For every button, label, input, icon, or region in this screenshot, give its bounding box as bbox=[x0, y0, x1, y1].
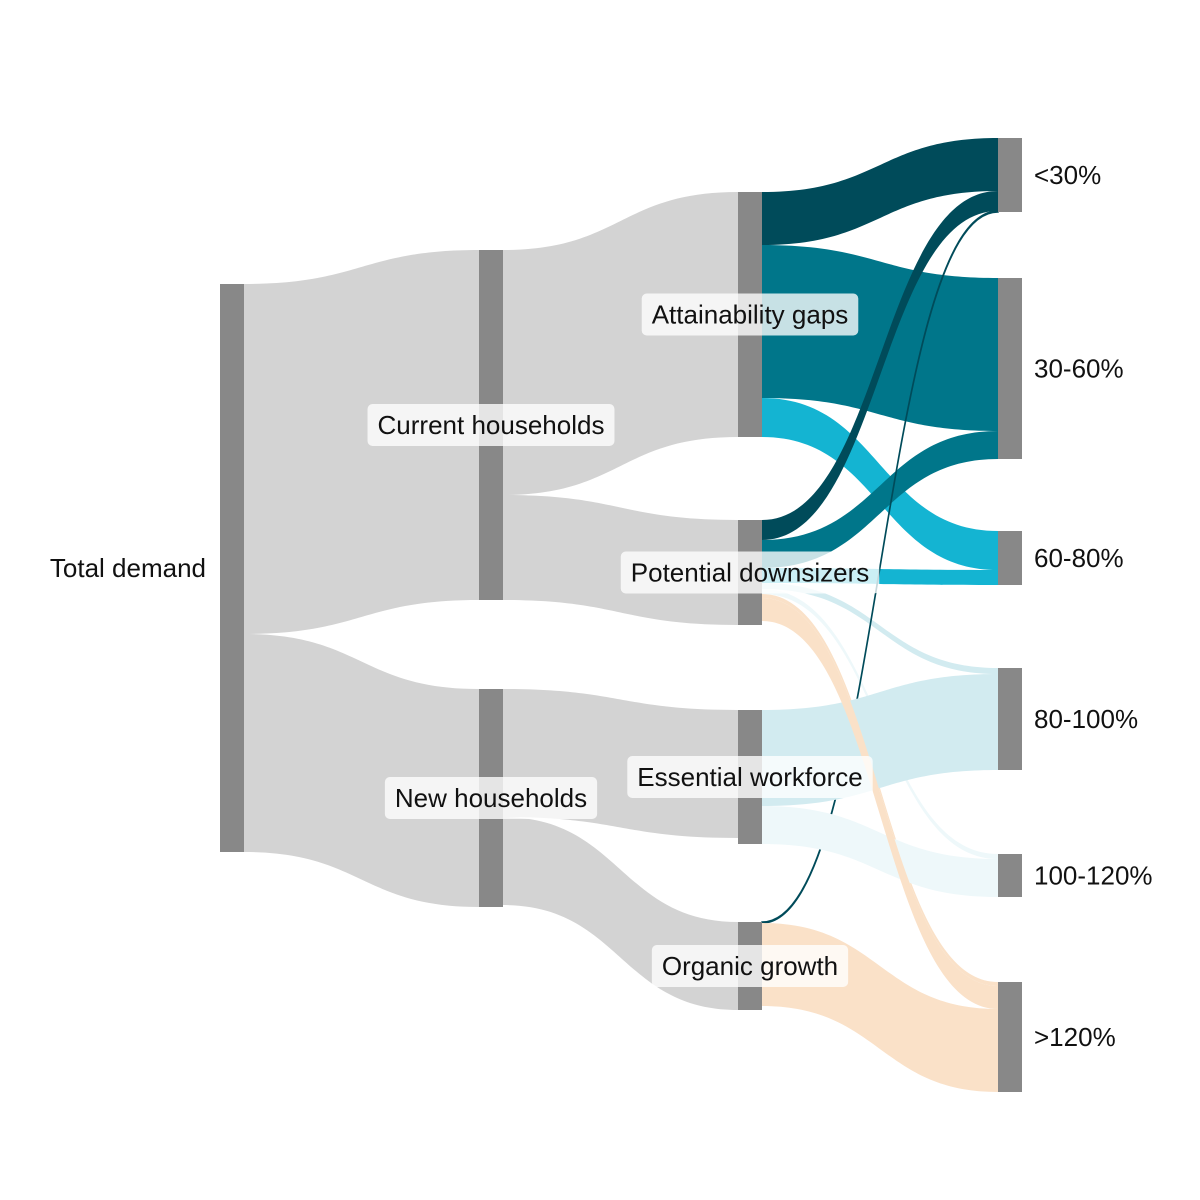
sankey-links bbox=[244, 138, 999, 1092]
node-label-current: Current households bbox=[378, 410, 605, 440]
label-group-total: Total demand bbox=[50, 553, 206, 583]
node-label-b100120: 100-120% bbox=[1034, 861, 1153, 891]
label-group-b6080: 60-80% bbox=[1034, 543, 1124, 573]
label-group-attain: Attainability gaps bbox=[641, 293, 859, 336]
node-label-total: Total demand bbox=[50, 553, 206, 583]
link-down-to-b3060 bbox=[762, 431, 998, 568]
link-down-to-gt120 bbox=[762, 594, 998, 986]
link-down-to-gt120 bbox=[762, 598, 998, 1009]
link-total-to-current bbox=[244, 250, 479, 634]
node-lt30 bbox=[998, 138, 1022, 212]
node-label-b6080: 60-80% bbox=[1034, 543, 1124, 573]
node-label-essential: Essential workforce bbox=[637, 762, 862, 792]
label-group-organic: Organic growth bbox=[651, 945, 849, 987]
node-gt120 bbox=[998, 982, 1022, 1092]
node-label-bg-current bbox=[367, 404, 615, 446]
node-b3060 bbox=[998, 278, 1022, 459]
node-label-down: Potential downsizers bbox=[631, 558, 869, 588]
node-label-new: New households bbox=[395, 783, 587, 813]
node-label-organic: Organic growth bbox=[662, 951, 838, 981]
label-group-down: Potential downsizers bbox=[620, 551, 880, 594]
link-down-to-b80100 bbox=[762, 583, 998, 674]
label-group-gt120: >120% bbox=[1034, 1022, 1116, 1052]
node-b100120 bbox=[998, 854, 1022, 897]
node-label-bg-essential bbox=[627, 756, 873, 798]
node-b80100 bbox=[998, 668, 1022, 770]
node-label-bg-organic bbox=[651, 945, 849, 987]
node-label-b80100: 80-100% bbox=[1034, 704, 1138, 734]
node-label-bg-attain bbox=[641, 293, 859, 336]
node-total bbox=[220, 284, 244, 852]
node-label-bg-new bbox=[384, 777, 598, 819]
node-label-b3060: 30-60% bbox=[1034, 354, 1124, 384]
node-label-bg-down bbox=[620, 551, 880, 594]
label-group-current: Current households bbox=[367, 404, 615, 446]
label-group-b80100: 80-100% bbox=[1034, 704, 1138, 734]
node-b6080 bbox=[998, 531, 1022, 585]
link-current-to-attain bbox=[503, 192, 738, 495]
link-essential-to-b100120 bbox=[762, 806, 998, 897]
node-label-attain: Attainability gaps bbox=[652, 300, 849, 330]
label-group-lt30: <30% bbox=[1034, 160, 1101, 190]
link-attain-to-b6080 bbox=[762, 398, 998, 570]
node-label-gt120: >120% bbox=[1034, 1022, 1116, 1052]
link-down-to-lt30 bbox=[762, 191, 998, 540]
label-group-new: New households bbox=[384, 777, 598, 819]
link-attain-to-lt30 bbox=[762, 138, 998, 245]
label-group-b3060: 30-60% bbox=[1034, 354, 1124, 384]
label-group-essential: Essential workforce bbox=[627, 756, 873, 798]
link-attain-to-b3060 bbox=[762, 245, 998, 431]
link-total-to-new bbox=[244, 634, 479, 907]
sankey-labels: Total demand Current households New househ… bbox=[50, 160, 1153, 1052]
node-label-lt30: <30% bbox=[1034, 160, 1101, 190]
label-group-b100120: 100-120% bbox=[1034, 861, 1153, 891]
